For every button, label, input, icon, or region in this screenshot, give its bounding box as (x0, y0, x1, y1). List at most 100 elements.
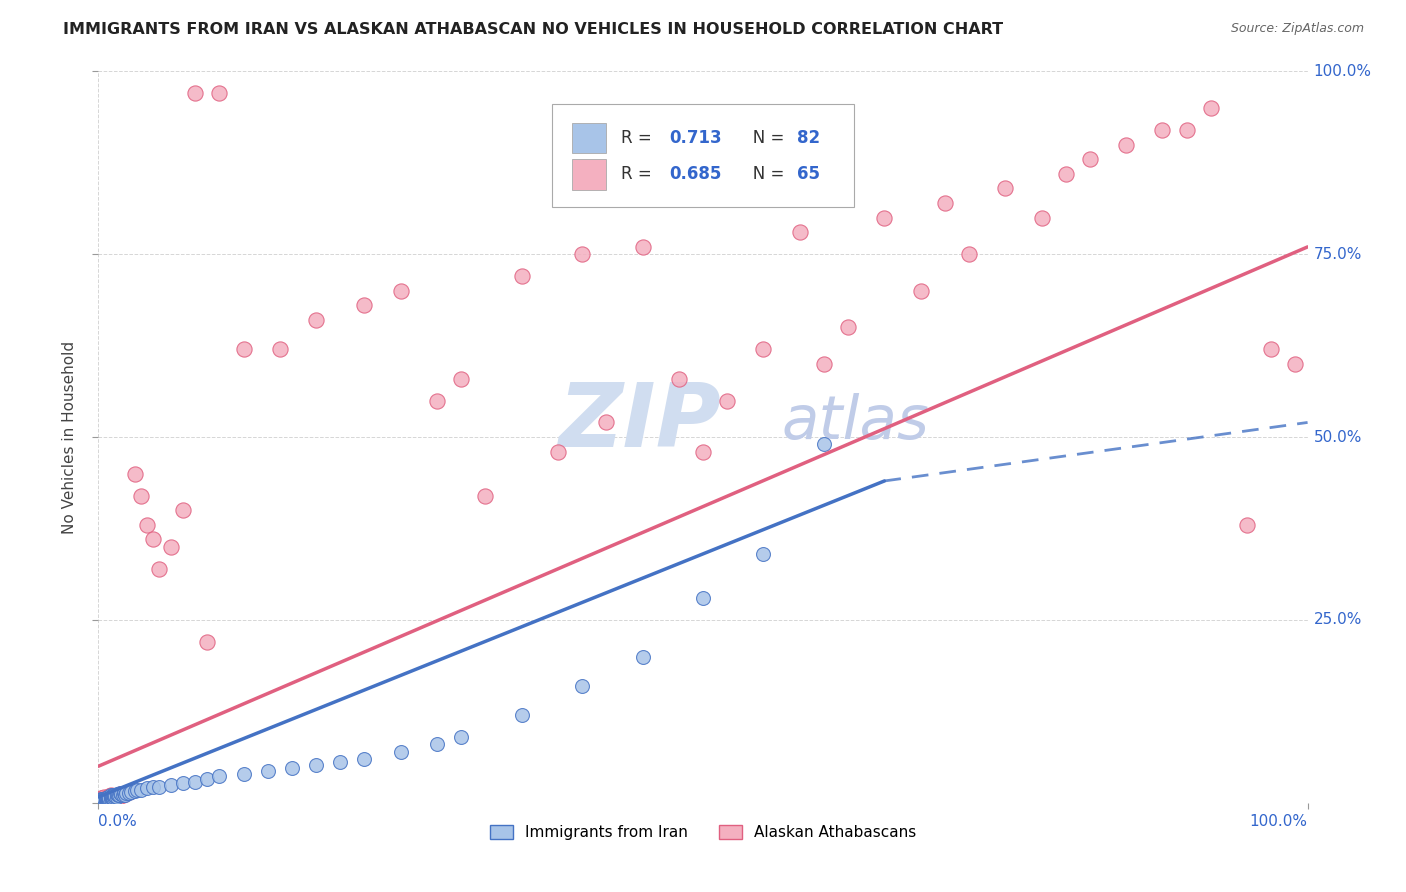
Text: ZIP: ZIP (558, 379, 721, 466)
Point (105, 787, 128, 801)
Point (100, 789, 122, 804)
Point (90, 791, 112, 805)
Point (93, 789, 115, 804)
Point (97, 790, 120, 805)
Y-axis label: No Vehicles in Household: No Vehicles in Household (62, 341, 77, 533)
Point (135, 517, 157, 532)
Point (93, 792, 115, 806)
Text: 0.713: 0.713 (669, 129, 721, 147)
Point (184, 775, 207, 789)
Point (910, 284, 932, 298)
Point (111, 789, 134, 803)
Point (89, 793, 111, 807)
Point (873, 211, 896, 225)
Point (90, 794, 112, 808)
Point (232, 343, 254, 357)
Point (124, 784, 146, 798)
Point (135, 781, 157, 796)
Point (96, 792, 118, 806)
Point (89, 793, 111, 807)
Text: R =: R = (621, 166, 657, 184)
Text: N =: N = (737, 166, 790, 184)
Point (112, 786, 135, 800)
Point (100, 791, 122, 805)
Point (813, 437, 835, 451)
Point (97, 793, 120, 807)
Point (96, 792, 118, 806)
Point (692, 444, 714, 458)
Point (305, 757, 328, 772)
Point (208, 769, 231, 783)
Point (89, 795, 111, 809)
Point (208, 87, 231, 101)
Text: 25.0%: 25.0% (1313, 613, 1362, 627)
Point (1152, 123, 1174, 137)
Point (90, 793, 112, 807)
Point (94, 791, 117, 805)
Point (101, 789, 124, 804)
Point (142, 780, 165, 794)
Point (426, 393, 449, 408)
Point (94, 794, 117, 808)
Text: 100.0%: 100.0% (1313, 64, 1372, 78)
Point (631, 240, 654, 254)
Point (160, 778, 183, 792)
Point (1078, 152, 1101, 166)
Point (94, 793, 117, 807)
Point (96, 794, 118, 808)
Point (547, 444, 569, 458)
Point (93, 794, 115, 808)
Point (97, 791, 120, 805)
Point (114, 788, 136, 802)
Point (118, 786, 141, 800)
Point (389, 745, 412, 759)
Point (1175, 123, 1198, 137)
Point (91, 792, 114, 806)
Legend: Immigrants from Iran, Alaskan Athabascans: Immigrants from Iran, Alaskan Athabascan… (484, 819, 922, 847)
Point (305, 313, 328, 327)
Point (232, 766, 254, 780)
Point (127, 782, 149, 797)
Point (91, 793, 114, 807)
Point (89, 794, 111, 808)
Point (110, 787, 132, 801)
Point (668, 371, 690, 385)
Point (89, 794, 111, 808)
Point (91, 792, 114, 806)
Point (148, 562, 170, 576)
Point (716, 393, 738, 408)
Point (108, 786, 131, 800)
Text: 100.0%: 100.0% (1250, 814, 1308, 829)
Point (994, 181, 1017, 195)
Point (100, 792, 122, 806)
Point (184, 87, 207, 101)
Point (571, 679, 593, 693)
Point (91, 795, 114, 809)
Point (1031, 211, 1053, 225)
Text: 82: 82 (797, 129, 821, 147)
Point (98, 793, 121, 807)
Point (105, 792, 128, 806)
Point (195, 635, 218, 649)
Point (148, 780, 170, 795)
Text: 75.0%: 75.0% (1313, 247, 1362, 261)
Point (91, 793, 114, 807)
Text: IMMIGRANTS FROM IRAN VS ALASKAN ATHABASCAN NO VEHICLES IN HOUSEHOLD CORRELATION : IMMIGRANTS FROM IRAN VS ALASKAN ATHABASC… (63, 22, 1004, 37)
Point (789, 225, 811, 239)
Point (474, 489, 496, 503)
Point (108, 787, 131, 801)
Point (329, 755, 352, 769)
Point (97, 789, 120, 804)
Point (256, 764, 278, 778)
Point (100, 789, 122, 803)
Point (124, 467, 146, 481)
Point (118, 785, 141, 799)
Point (813, 357, 835, 371)
Point (1284, 357, 1306, 371)
Point (692, 591, 714, 605)
Point (450, 371, 472, 385)
Point (89, 794, 111, 808)
Point (91, 790, 114, 805)
Point (115, 786, 138, 800)
Point (90, 794, 112, 808)
